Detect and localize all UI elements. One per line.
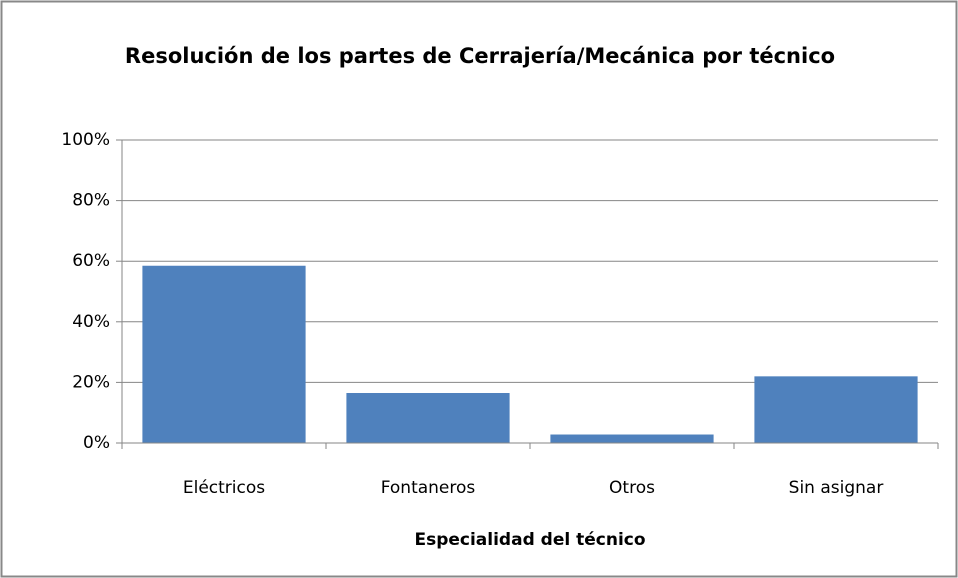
y-tick-label: 100% [61, 130, 110, 150]
y-tick-label: 40% [72, 312, 110, 332]
y-tick-label: 20% [72, 372, 110, 392]
y-tick-label: 0% [83, 433, 110, 453]
x-tick-label: Fontaneros [381, 478, 476, 498]
x-tick-label: Sin asignar [789, 478, 884, 498]
y-tick-label: 60% [72, 251, 110, 271]
x-tick-label: Otros [609, 478, 655, 498]
chart-title: Resolución de los partes de Cerrajería/M… [124, 44, 836, 68]
bar [346, 393, 510, 443]
y-tick-label: 80% [72, 191, 110, 211]
bar [550, 434, 714, 443]
x-tick-label: Eléctricos [183, 478, 265, 498]
x-axis-title: Especialidad del técnico [414, 530, 645, 550]
bar [754, 376, 918, 443]
bar [142, 265, 306, 443]
